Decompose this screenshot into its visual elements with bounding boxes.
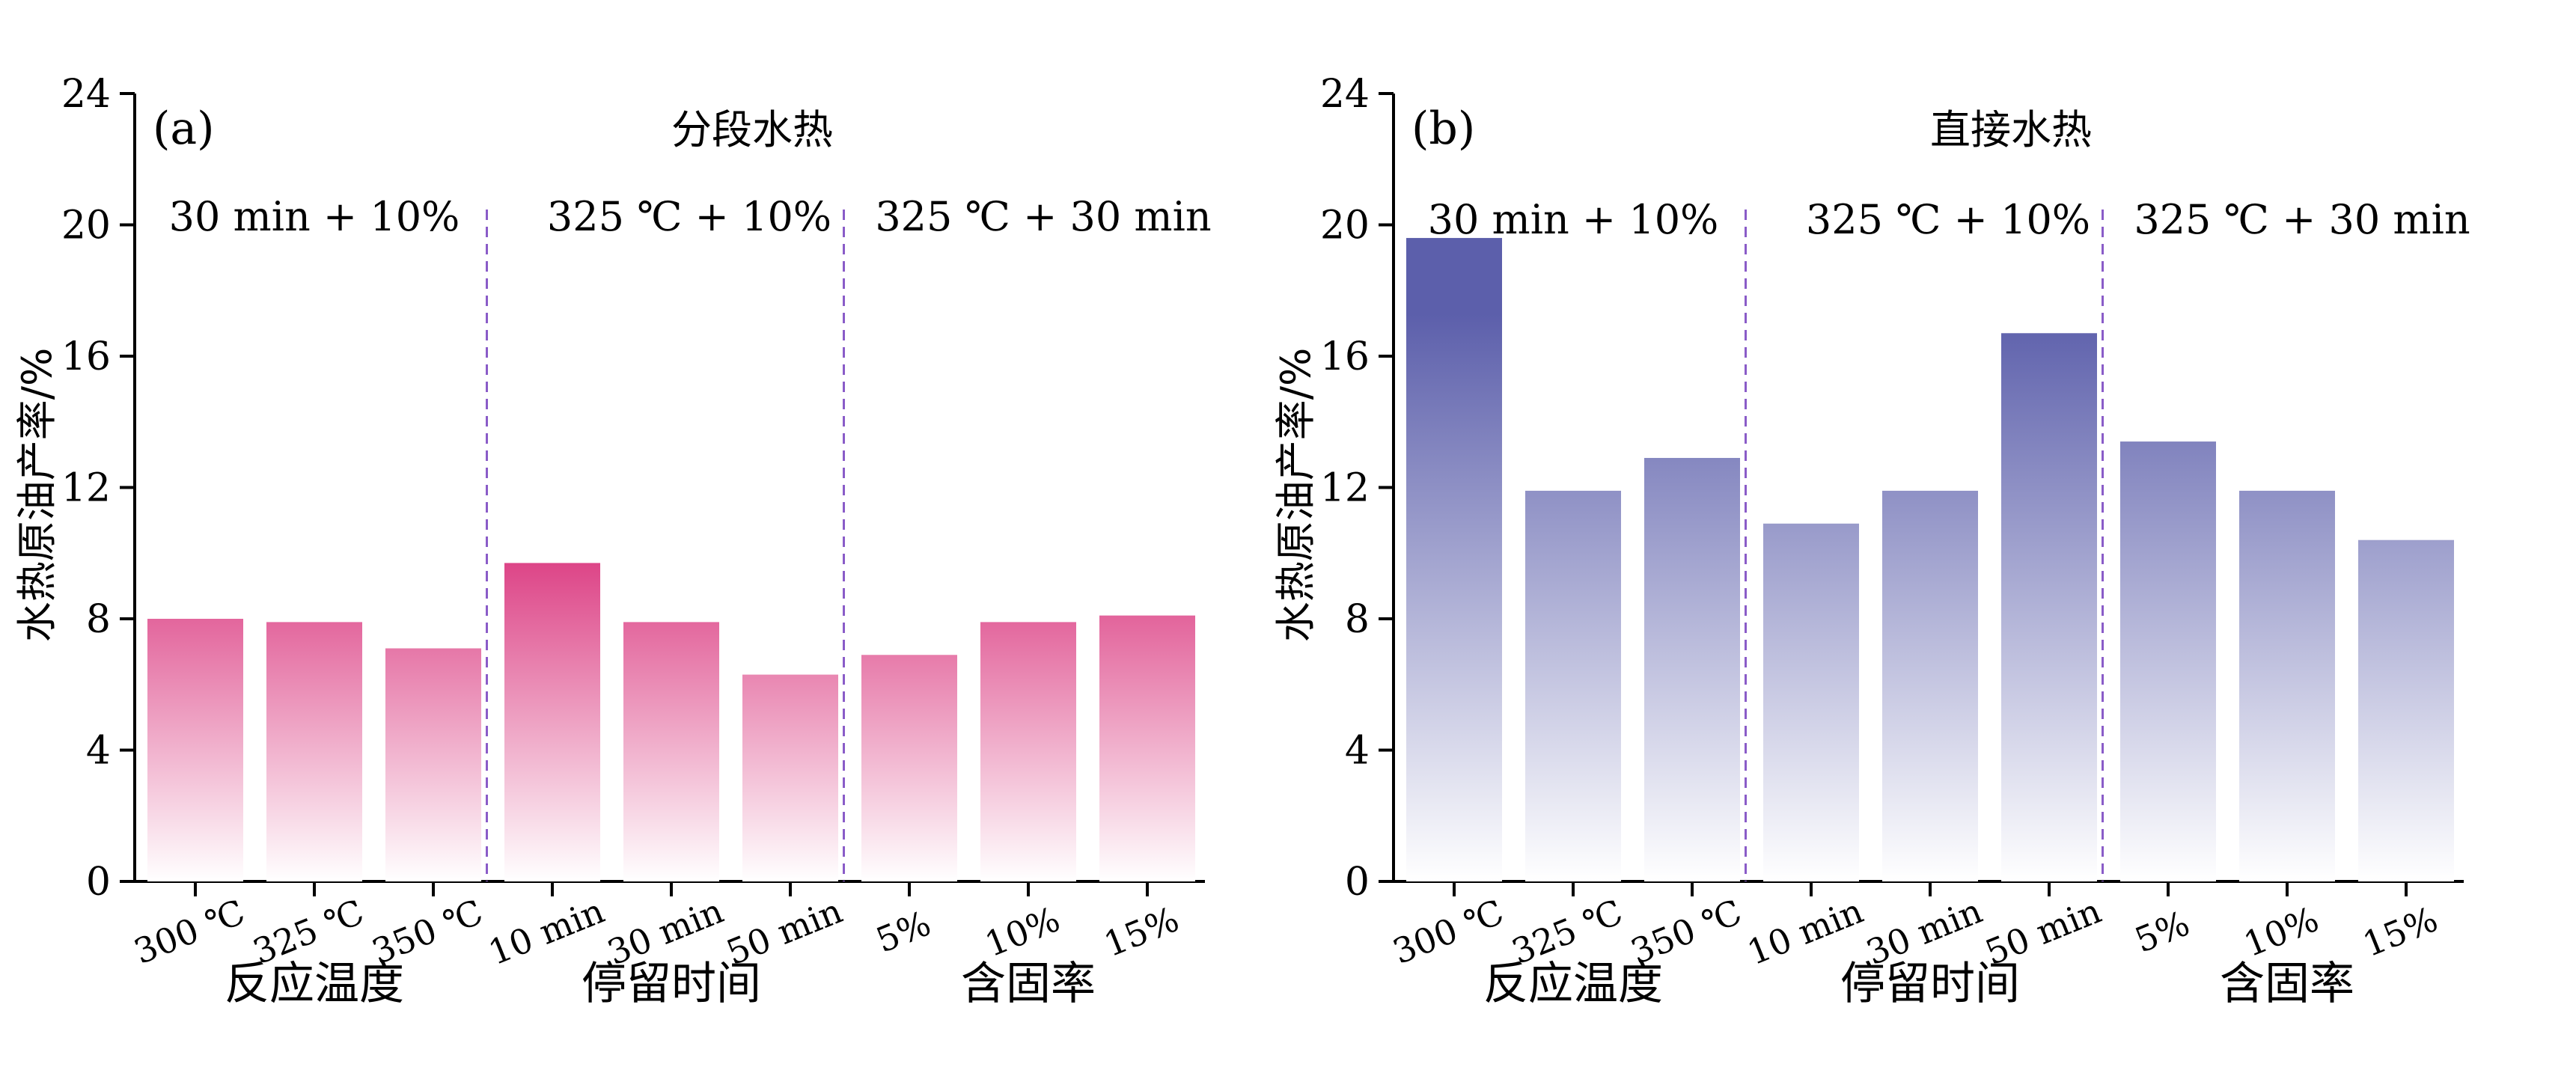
y-tick-label: 16 <box>1320 334 1370 379</box>
y-tick-label: 12 <box>1320 466 1370 511</box>
y-axis-label: 水热原油产率/% <box>1272 348 1319 643</box>
x-tick-label: 15% <box>1098 899 1184 964</box>
panel-label: (a) <box>153 103 215 155</box>
y-axis-label: 水热原油产率/% <box>13 348 61 643</box>
group-name: 反应温度 <box>1483 958 1663 1010</box>
x-tick-label: 50 min <box>721 890 848 973</box>
bar <box>1763 523 1859 881</box>
bar <box>861 655 957 881</box>
bar <box>980 622 1076 881</box>
y-tick-label: 8 <box>86 597 111 642</box>
x-tick-label: 10% <box>2238 899 2324 964</box>
bar <box>2239 490 2335 881</box>
bar <box>2120 441 2216 881</box>
x-tick-label: 15% <box>2357 899 2443 964</box>
bar <box>1525 490 1621 881</box>
y-tick-label: 24 <box>61 72 111 117</box>
group-condition-label: 30 min + 10% <box>169 193 460 240</box>
x-tick-label: 5% <box>870 902 936 960</box>
bar <box>2001 333 2097 882</box>
group-name: 含固率 <box>961 958 1096 1010</box>
bar <box>2358 539 2454 881</box>
y-tick-label: 8 <box>1345 597 1370 642</box>
bar <box>504 563 600 881</box>
bar <box>742 674 838 881</box>
y-tick-label: 0 <box>86 860 111 905</box>
group-condition-label: 30 min + 10% <box>1428 196 1719 243</box>
y-tick-label: 4 <box>1345 729 1370 774</box>
bar <box>623 622 719 881</box>
x-tick-label: 50 min <box>1980 890 2107 973</box>
group-name: 含固率 <box>2220 958 2354 1010</box>
bar <box>1882 490 1978 881</box>
group-name: 反应温度 <box>225 958 404 1010</box>
x-tick-label: 350 ℃ <box>367 891 489 972</box>
y-tick-label: 16 <box>61 334 111 379</box>
bar <box>1644 458 1740 881</box>
y-tick-label: 12 <box>61 466 111 511</box>
group-name: 停留时间 <box>582 958 761 1010</box>
y-tick-label: 4 <box>86 729 111 774</box>
group-condition-label: 325 ℃ + 10% <box>547 193 831 240</box>
y-tick-label: 20 <box>1320 204 1370 248</box>
panel-label: (b) <box>1411 103 1475 155</box>
y-tick-label: 24 <box>1320 72 1370 117</box>
bar <box>385 648 481 881</box>
x-tick-label: 5% <box>2129 902 2195 960</box>
y-tick-label: 20 <box>61 204 111 248</box>
x-tick-label: 10% <box>979 899 1065 964</box>
bar <box>147 619 243 881</box>
chart-title: 分段水热 <box>671 106 833 153</box>
group-name: 停留时间 <box>1840 958 2020 1010</box>
group-condition-label: 325 ℃ + 30 min <box>875 193 1211 240</box>
group-condition-label: 325 ℃ + 10% <box>1806 196 2090 243</box>
bar <box>1099 615 1195 881</box>
bar <box>1406 238 1502 881</box>
y-tick-label: 0 <box>1345 860 1370 905</box>
bar <box>266 622 362 881</box>
group-condition-label: 325 ℃ + 30 min <box>2134 196 2470 243</box>
x-tick-label: 350 ℃ <box>1626 891 1748 972</box>
chart-title: 直接水热 <box>1930 106 2092 153</box>
